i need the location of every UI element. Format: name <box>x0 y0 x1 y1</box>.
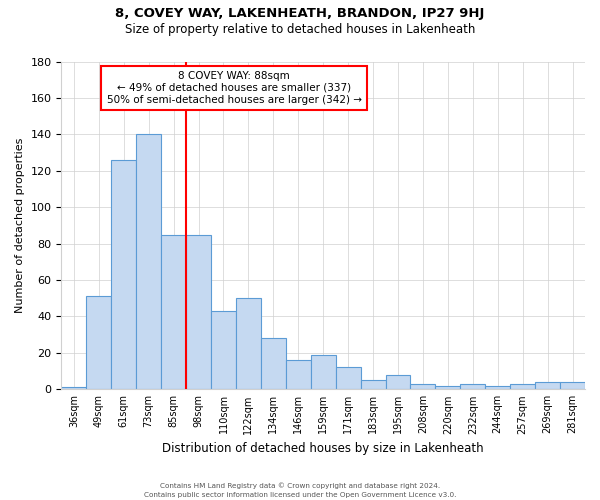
Bar <box>286 360 311 390</box>
Bar <box>311 354 335 390</box>
Bar <box>460 384 485 390</box>
Bar <box>211 311 236 390</box>
Bar <box>361 380 386 390</box>
Bar <box>236 298 261 390</box>
Bar <box>436 386 460 390</box>
Bar <box>136 134 161 390</box>
Text: Contains public sector information licensed under the Open Government Licence v3: Contains public sector information licen… <box>144 492 456 498</box>
Bar <box>335 368 361 390</box>
Text: 8 COVEY WAY: 88sqm
← 49% of detached houses are smaller (337)
50% of semi-detach: 8 COVEY WAY: 88sqm ← 49% of detached hou… <box>107 72 362 104</box>
X-axis label: Distribution of detached houses by size in Lakenheath: Distribution of detached houses by size … <box>163 442 484 455</box>
Bar <box>485 386 510 390</box>
Bar <box>510 384 535 390</box>
Text: Size of property relative to detached houses in Lakenheath: Size of property relative to detached ho… <box>125 22 475 36</box>
Bar <box>111 160 136 390</box>
Bar <box>61 388 86 390</box>
Bar <box>261 338 286 390</box>
Y-axis label: Number of detached properties: Number of detached properties <box>15 138 25 313</box>
Text: 8, COVEY WAY, LAKENHEATH, BRANDON, IP27 9HJ: 8, COVEY WAY, LAKENHEATH, BRANDON, IP27 … <box>115 8 485 20</box>
Bar <box>161 234 186 390</box>
Bar <box>186 234 211 390</box>
Bar <box>410 384 436 390</box>
Bar <box>386 374 410 390</box>
Bar <box>560 382 585 390</box>
Bar <box>86 296 111 390</box>
Bar <box>535 382 560 390</box>
Text: Contains HM Land Registry data © Crown copyright and database right 2024.: Contains HM Land Registry data © Crown c… <box>160 482 440 489</box>
